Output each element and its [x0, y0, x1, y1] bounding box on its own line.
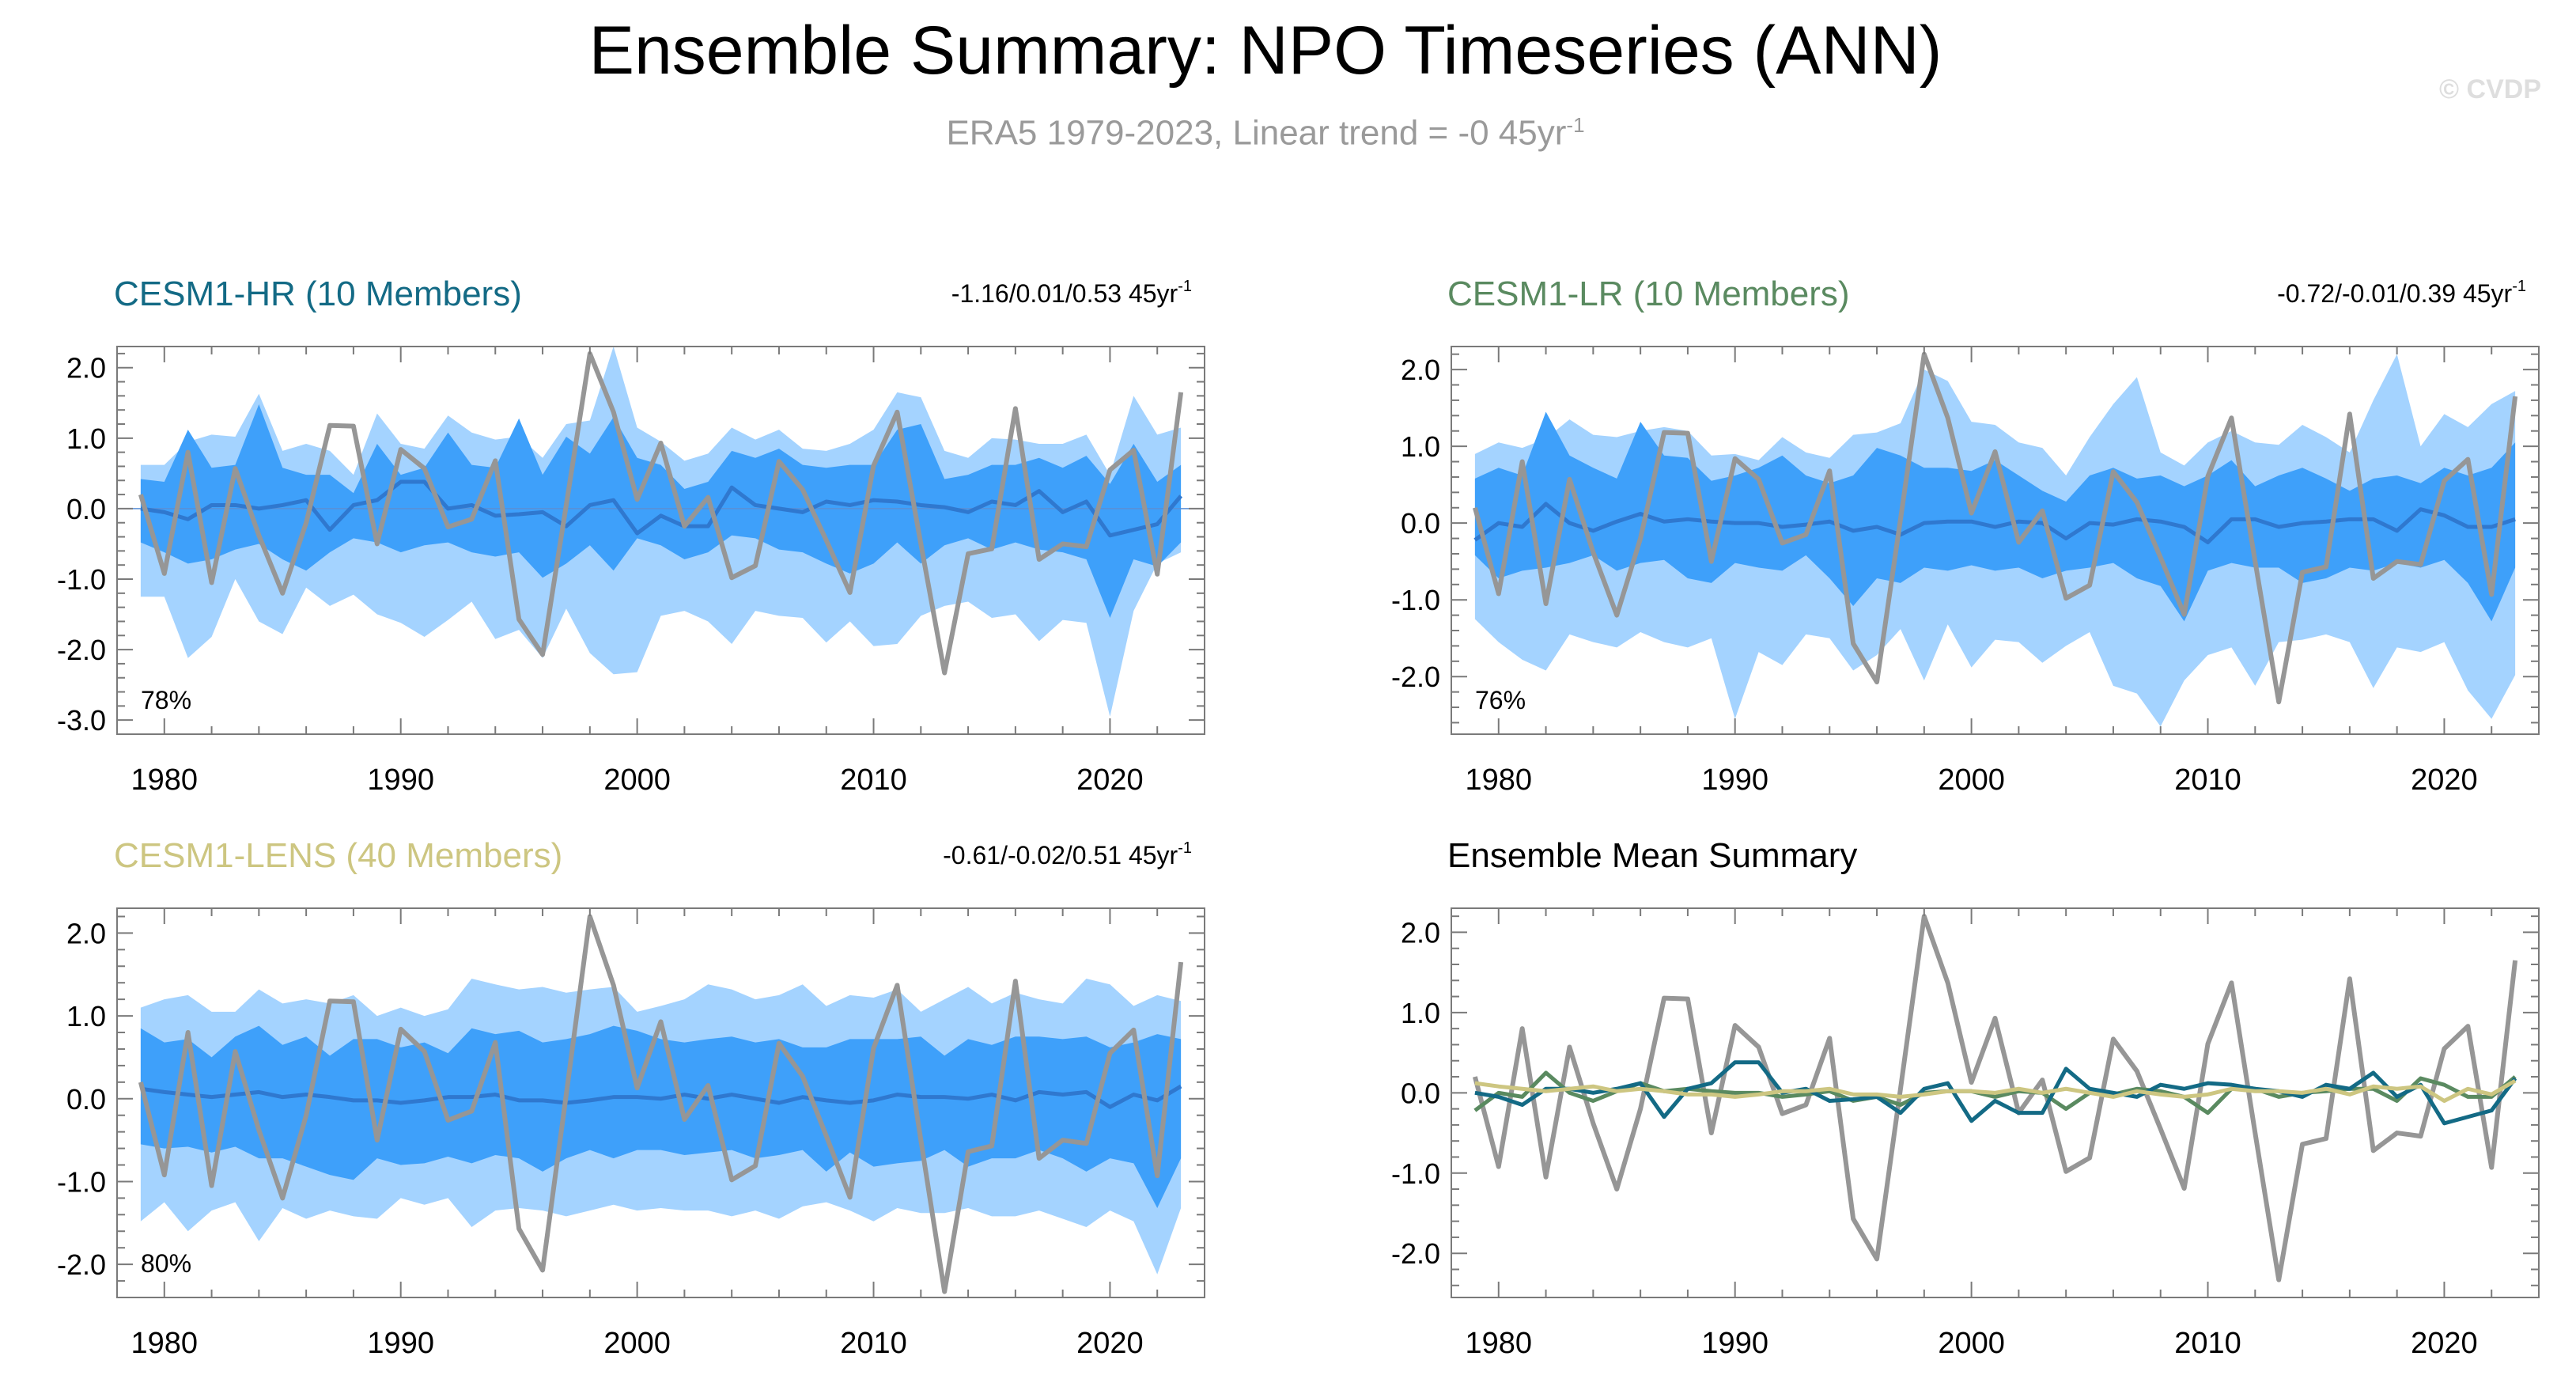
- y-tick-label: 1.0: [66, 422, 106, 455]
- ensemble-mean-line: [140, 1084, 1182, 1109]
- observed-line: [138, 350, 1184, 676]
- subtitle-text: ERA5 1979-2023, Linear trend = -0 45yr: [946, 113, 1567, 153]
- panel-title: Ensemble Mean Summary: [1447, 836, 1857, 875]
- x-tick-label: 2020: [2411, 763, 2478, 797]
- x-tick-label: 2020: [2411, 1327, 2478, 1360]
- percent-label: 78%: [141, 686, 191, 714]
- y-tick-label: 0.0: [1401, 507, 1440, 540]
- y-tick-label: -2.0: [1391, 661, 1440, 693]
- observed-line: [1472, 914, 2518, 1282]
- trend-label-text: -0.72/-0.01/0.39 45yr: [2277, 279, 2512, 308]
- y-tick-label: -1.0: [57, 1165, 106, 1198]
- y-tick-label: 0.0: [66, 493, 106, 525]
- y-tick-label: -2.0: [57, 1248, 106, 1281]
- trend-label-superscript: -1: [1178, 839, 1192, 857]
- y-tick-label: -1.0: [1391, 584, 1440, 616]
- trend-label: -0.72/-0.01/0.39 45yr-1: [2277, 278, 2526, 308]
- x-tick-label: 2010: [840, 763, 907, 797]
- inner-spread-band: [140, 1025, 1182, 1208]
- y-tick-label: -3.0: [57, 704, 106, 737]
- x-tick-label: 2010: [840, 1327, 907, 1360]
- x-tick-label: 1980: [1466, 1327, 1533, 1360]
- y-tick-label: -2.0: [1391, 1237, 1440, 1270]
- y-tick-label: 1.0: [1401, 997, 1440, 1029]
- plot-frame: [1451, 907, 2540, 1298]
- trend-label: -0.61/-0.02/0.51 45yr-1: [943, 839, 1192, 869]
- cvdp-watermark: © CVDP: [2439, 74, 2541, 104]
- inner-spread-band: [1474, 411, 2516, 622]
- plot-frame: [116, 346, 1205, 735]
- inner-spread-band: [140, 404, 1182, 618]
- panel-title: CESM1-HR (10 Members): [114, 275, 522, 313]
- page-title: Ensemble Summary: NPO Timeseries (ANN): [588, 13, 1942, 89]
- y-tick-label: -1.0: [57, 563, 106, 596]
- chart-panel-1: 2.0 1.0 0.0 -1.0 -2.0 -3.0 1980 1990 2000 2010 202…: [57, 275, 1205, 797]
- y-tick-label: -1.0: [1391, 1157, 1440, 1190]
- y-tick-label: 2.0: [66, 352, 106, 384]
- trend-label-superscript: -1: [1178, 278, 1192, 295]
- x-tick-label: 2020: [1076, 763, 1144, 797]
- x-tick-label: 1990: [1701, 763, 1768, 797]
- x-tick-label: 2000: [603, 763, 671, 797]
- percent-label: 76%: [1475, 686, 1526, 714]
- plot-frame: [116, 907, 1205, 1298]
- x-tick-label: 1980: [131, 763, 199, 797]
- x-tick-label: 2000: [603, 1327, 671, 1360]
- x-tick-label: 2010: [2174, 763, 2241, 797]
- trend-label-text: -1.16/0.01/0.53 45yr: [951, 279, 1178, 308]
- subtitle-superscript: -1: [1566, 113, 1585, 137]
- x-tick-label: 1990: [367, 1327, 434, 1360]
- chart-panel-3: 2.0 1.0 0.0 -1.0 -2.0 1980 1990 2000 2010 2020 CES…: [57, 836, 1205, 1360]
- x-tick-label: 1980: [131, 1327, 199, 1360]
- percent-label: 80%: [141, 1249, 191, 1278]
- ensemble-mean-line: [1473, 502, 2516, 544]
- y-tick-label: 2.0: [1401, 354, 1440, 386]
- trend-label-superscript: -1: [2512, 278, 2526, 295]
- y-tick-label: -2.0: [57, 634, 106, 666]
- observed-line: [138, 914, 1184, 1294]
- x-tick-label: 2010: [2174, 1327, 2241, 1360]
- x-tick-label: 2000: [1938, 763, 2005, 797]
- chart-panel-2: 2.0 1.0 0.0 -1.0 -2.0 1980 1990 2000 2010 2020 CES…: [1391, 275, 2540, 797]
- panel-title: CESM1-LENS (40 Members): [114, 836, 562, 875]
- x-tick-label: 2020: [1076, 1327, 1144, 1360]
- panel-title: CESM1-LR (10 Members): [1447, 275, 1850, 313]
- y-tick-label: 1.0: [1401, 430, 1440, 463]
- y-tick-label: 0.0: [1401, 1077, 1440, 1109]
- x-tick-label: 1990: [367, 763, 434, 797]
- trend-label: -1.16/0.01/0.53 45yr-1: [951, 278, 1192, 308]
- observed-line: [1472, 351, 2518, 705]
- cesm1-hr-line: [1474, 1060, 2517, 1126]
- y-tick-label: 2.0: [1401, 916, 1440, 949]
- trend-label-text: -0.61/-0.02/0.51 45yr: [943, 841, 1178, 869]
- x-tick-label: 1990: [1701, 1327, 1768, 1360]
- y-tick-label: 1.0: [66, 1000, 106, 1032]
- x-tick-label: 2000: [1938, 1327, 2005, 1360]
- plot-frame: [1451, 346, 2540, 735]
- ensemble-mean-line: [140, 479, 1183, 538]
- y-tick-label: 2.0: [66, 917, 106, 949]
- page-subtitle: ERA5 1979-2023, Linear trend = -0 45yr-1: [0, 103, 2531, 156]
- cesm1-lens-line: [1474, 1078, 2517, 1103]
- cesm1-lr-line: [1473, 1070, 2517, 1116]
- y-tick-label: 0.0: [66, 1083, 106, 1116]
- chart-panel-4: 2.0 1.0 0.0 -1.0 -2.0 1980 1990 2000 2010 2020 Ens…: [1391, 836, 2540, 1360]
- x-tick-label: 1980: [1466, 763, 1533, 797]
